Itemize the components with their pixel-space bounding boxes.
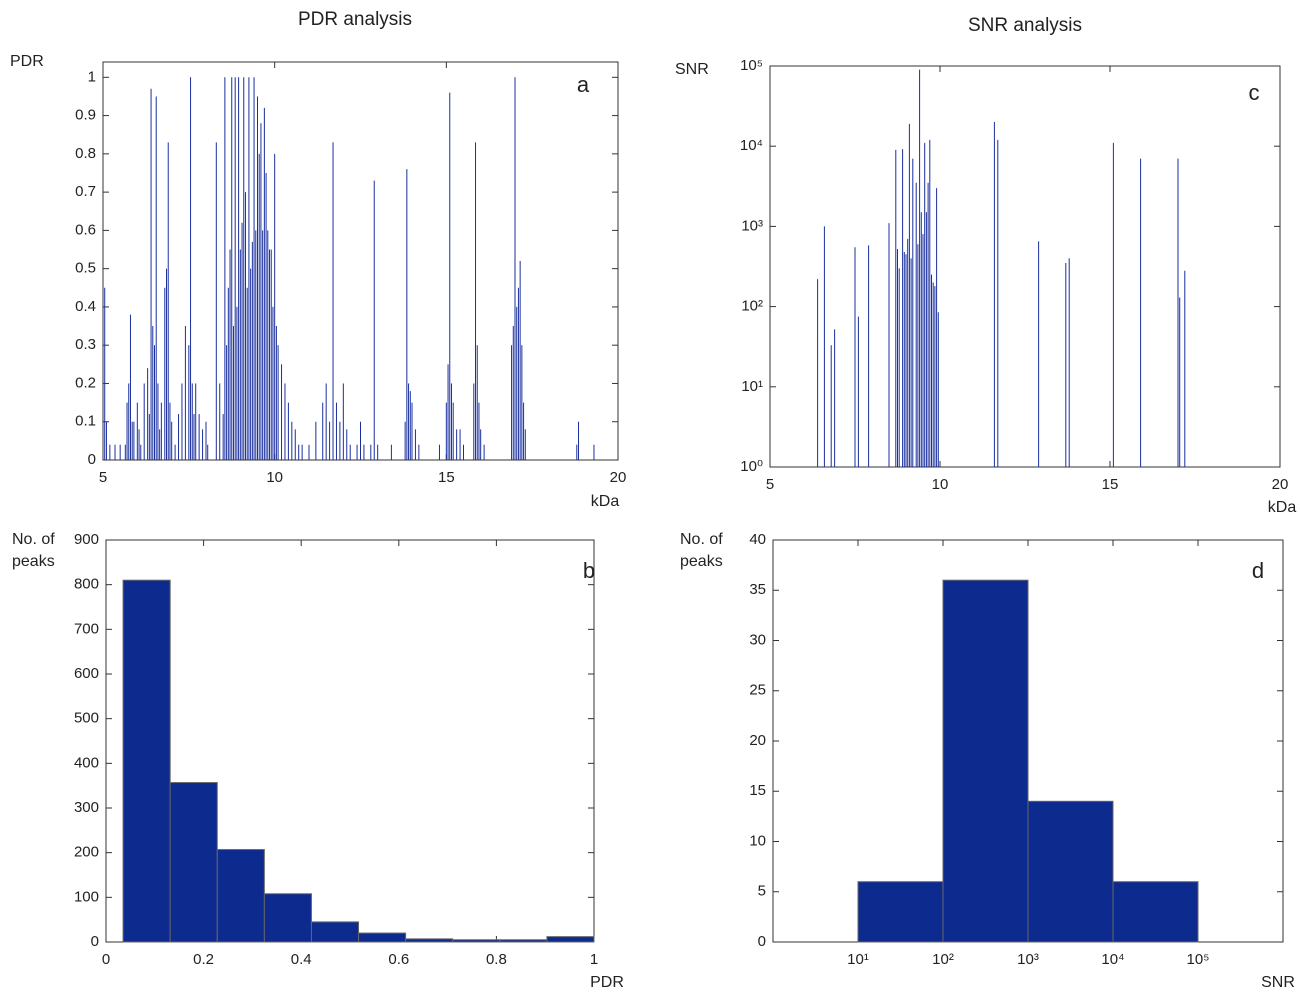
x-tick-label: 10	[932, 476, 949, 493]
y-tick-label: 10⁰	[740, 458, 763, 475]
x-tick-label: 15	[1102, 476, 1119, 493]
x-axis-label: kDa	[1268, 499, 1297, 516]
y-tick-label: 700	[74, 620, 99, 637]
y-tick-label: 10²	[741, 298, 763, 315]
y-tick-label: 15	[749, 782, 766, 799]
histogram-bar	[358, 932, 407, 943]
y-tick-label: 0.1	[75, 413, 96, 430]
y-axis-label: peaks	[12, 553, 55, 570]
histogram-bar	[216, 849, 265, 943]
x-tick-label: 10⁵	[1187, 951, 1210, 968]
panel-letter: b	[583, 558, 595, 583]
histogram-bar	[405, 938, 454, 943]
y-axis-label: PDR	[10, 53, 44, 70]
histogram-bar	[452, 939, 501, 943]
y-tick-label: 0	[758, 933, 766, 950]
y-tick-label: 500	[74, 710, 99, 727]
histogram-bar	[857, 881, 944, 943]
x-tick-label: 20	[610, 469, 627, 486]
y-tick-label: 10⁴	[740, 137, 763, 154]
y-tick-label: 0.6	[75, 221, 96, 238]
y-tick-label: 20	[749, 732, 766, 749]
y-axis-label: No. of	[680, 531, 723, 548]
x-tick-label: 0.4	[291, 951, 312, 968]
y-tick-label: 25	[749, 682, 766, 699]
x-tick-label: 0.6	[388, 951, 409, 968]
x-tick-label: 10⁴	[1101, 951, 1124, 968]
y-tick-label: 0.3	[75, 336, 96, 353]
y-tick-label: 600	[74, 665, 99, 682]
panel-letter: d	[1252, 558, 1264, 583]
y-tick-label: 0.7	[75, 183, 96, 200]
panel-letter: a	[577, 72, 590, 97]
y-tick-label: 900	[74, 531, 99, 548]
y-tick-label: 0.2	[75, 374, 96, 391]
histogram-bar	[263, 893, 312, 943]
y-tick-label: 10⁵	[740, 57, 763, 74]
histogram-bar	[310, 921, 360, 943]
y-tick-label: 40	[749, 531, 766, 548]
histogram-bar	[546, 936, 595, 943]
y-axis-label: No. of	[12, 531, 55, 548]
y-tick-label: 400	[74, 754, 99, 771]
x-axis-label: PDR	[590, 974, 624, 991]
histogram-bar	[942, 579, 1029, 943]
x-tick-label: 0.2	[193, 951, 214, 968]
y-axis-label: peaks	[680, 553, 723, 570]
plot-area	[769, 65, 1281, 468]
x-axis-label: SNR	[1261, 974, 1295, 991]
x-tick-label: 5	[99, 469, 107, 486]
plot-area	[102, 61, 619, 461]
y-tick-label: 5	[758, 883, 766, 900]
x-tick-label: 0	[102, 951, 110, 968]
histogram-bar	[169, 782, 218, 943]
x-tick-label: 1	[590, 951, 598, 968]
y-tick-label: 0	[88, 451, 96, 468]
x-tick-label: 10²	[932, 951, 954, 968]
y-tick-label: 10¹	[741, 378, 763, 395]
x-axis-label: kDa	[591, 493, 620, 510]
chart-title: PDR analysis	[298, 9, 412, 30]
y-tick-label: 30	[749, 631, 766, 648]
x-tick-label: 10¹	[847, 951, 869, 968]
y-tick-label: 0.5	[75, 260, 96, 277]
y-tick-label: 200	[74, 844, 99, 861]
histogram-bar	[499, 939, 548, 943]
chart-title: SNR analysis	[968, 15, 1082, 36]
histogram-bar	[1112, 881, 1199, 943]
y-tick-label: 100	[74, 888, 99, 905]
y-tick-label: 0.8	[75, 145, 96, 162]
panel-letter: c	[1249, 80, 1260, 105]
histogram-bar	[122, 579, 171, 943]
y-tick-label: 0	[91, 933, 99, 950]
y-tick-label: 800	[74, 576, 99, 593]
x-tick-label: 0.8	[486, 951, 507, 968]
y-tick-label: 0.4	[75, 298, 96, 315]
x-tick-label: 10	[266, 469, 283, 486]
y-tick-label: 10	[749, 832, 766, 849]
y-tick-label: 35	[749, 581, 766, 598]
x-tick-label: 20	[1272, 476, 1289, 493]
y-tick-label: 300	[74, 799, 99, 816]
x-tick-label: 5	[766, 476, 774, 493]
y-axis-label: SNR	[675, 61, 709, 78]
x-tick-label: 15	[438, 469, 455, 486]
y-tick-label: 0.9	[75, 107, 96, 124]
y-tick-label: 10³	[741, 217, 763, 234]
x-tick-label: 10³	[1017, 951, 1039, 968]
y-tick-label: 1	[88, 68, 96, 85]
histogram-bar	[1027, 800, 1114, 943]
